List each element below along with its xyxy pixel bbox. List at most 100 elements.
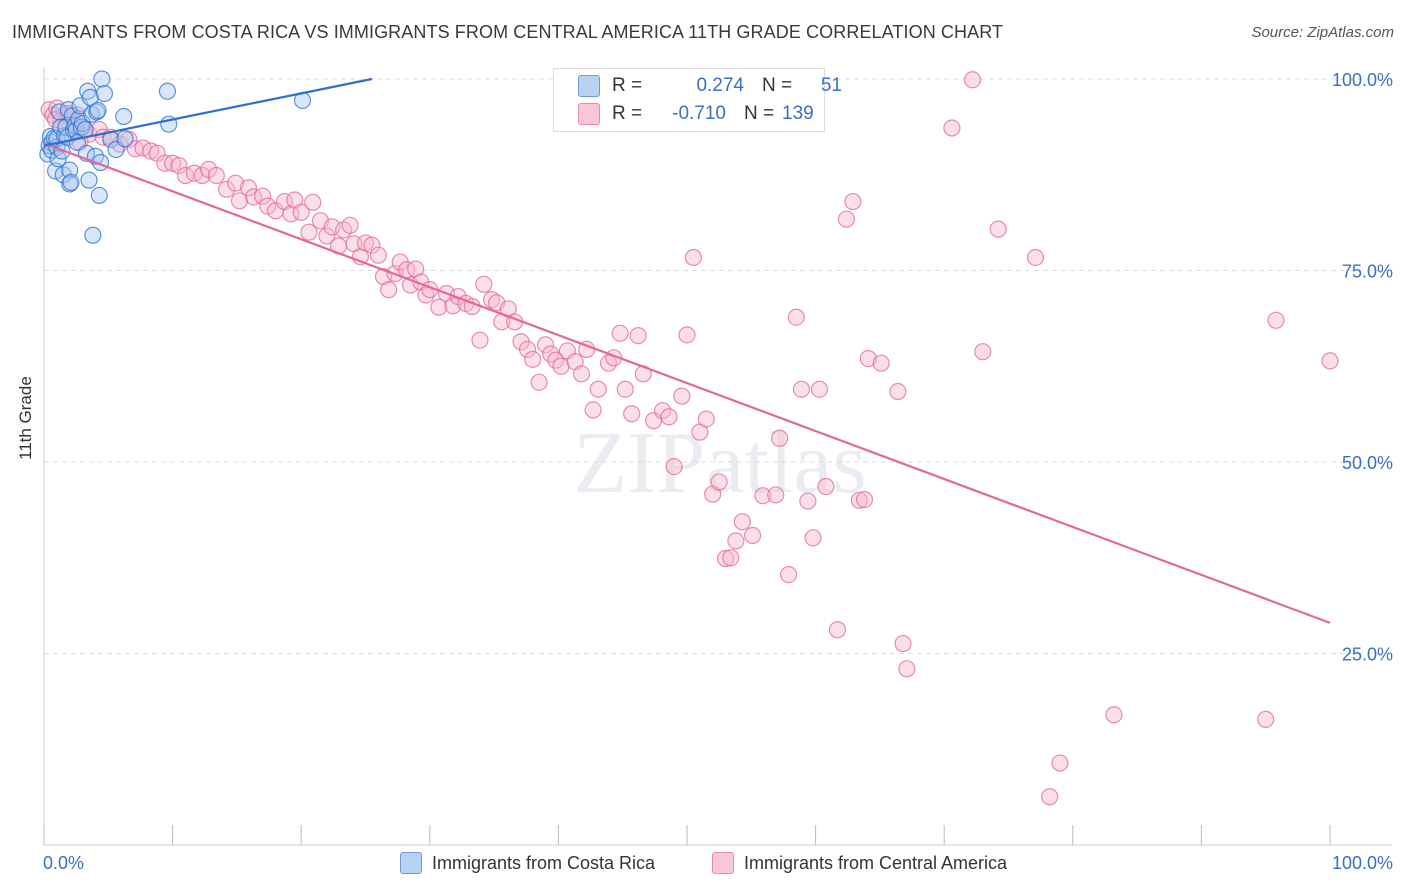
data-point	[974, 343, 992, 361]
trend-line-costa-rica	[43, 77, 373, 147]
data-point	[444, 297, 462, 315]
legend-row-central-america: R = -0.710 N = 139	[578, 101, 814, 127]
data-point	[787, 308, 805, 326]
data-point	[804, 529, 822, 547]
data-point	[660, 408, 678, 426]
legend-swatch-pink	[578, 103, 600, 125]
data-point	[524, 350, 542, 368]
data-point	[1257, 710, 1275, 728]
series-legend: Immigrants from Costa Rica Immigrants fr…	[0, 852, 1406, 878]
y-tick-label: 50.0%	[1342, 453, 1393, 473]
y-axis-label: 11th Grade	[16, 376, 35, 460]
data-point	[363, 236, 381, 254]
data-point	[207, 166, 225, 185]
data-point	[1051, 754, 1069, 772]
legend-swatch-pink	[712, 852, 734, 874]
r-value: 0.274	[696, 75, 744, 96]
data-point	[115, 107, 133, 126]
data-point	[61, 161, 79, 179]
correlation-legend: R = 0.274 N = 51 R = -0.710 N = 139	[553, 68, 842, 132]
data-point	[230, 192, 249, 210]
r-value: -0.710	[672, 103, 726, 124]
data-point	[300, 223, 318, 241]
data-point	[697, 410, 715, 428]
r-label: R =	[612, 75, 643, 96]
data-point	[894, 634, 912, 653]
r-label: R =	[612, 103, 643, 124]
n-label: N =	[744, 103, 775, 124]
data-point	[95, 84, 114, 103]
data-point	[733, 513, 751, 531]
y-tick-label: 100.0%	[1332, 70, 1393, 90]
data-point	[475, 275, 493, 293]
legend-item-central-america: Immigrants from Central America	[712, 852, 1007, 874]
data-point	[552, 357, 570, 375]
data-point	[810, 380, 829, 398]
data-point	[943, 119, 961, 137]
y-tick-label: 75.0%	[1342, 262, 1393, 282]
data-point	[254, 187, 272, 205]
data-point	[304, 193, 322, 211]
data-point	[482, 291, 501, 309]
x-tick-label: 0.0%	[43, 853, 84, 873]
data-point	[1267, 311, 1285, 329]
data-point	[584, 401, 602, 419]
data-point	[743, 526, 762, 545]
data-point	[589, 380, 607, 398]
data-point	[80, 171, 98, 189]
data-point	[572, 365, 591, 383]
data-point	[855, 490, 874, 509]
data-point	[158, 82, 177, 100]
data-point	[859, 349, 877, 368]
data-point	[341, 216, 359, 234]
data-point	[218, 180, 236, 198]
data-point	[407, 260, 425, 278]
data-point	[623, 405, 641, 423]
n-value: 139	[782, 103, 814, 124]
data-point	[292, 203, 310, 221]
data-point	[727, 532, 745, 550]
trend-lines	[43, 77, 1331, 624]
data-point	[898, 660, 916, 678]
data-point	[93, 70, 111, 88]
gridlines	[44, 78, 1392, 654]
data-point	[629, 327, 647, 345]
data-point	[616, 380, 634, 398]
data-point	[536, 336, 555, 354]
legend-item-costa-rica: Immigrants from Costa Rica	[400, 852, 655, 874]
data-point	[471, 331, 489, 349]
n-label: N =	[762, 75, 793, 96]
legend-label-central-america: Immigrants from Central America	[744, 852, 1008, 873]
data-point	[716, 549, 735, 568]
data-point	[989, 220, 1007, 238]
data-point	[770, 429, 789, 447]
source-label: Source: ZipAtlas.com	[1251, 24, 1394, 41]
legend-row-costa-rica: R = 0.274 N = 51	[578, 73, 842, 99]
data-point	[1041, 788, 1059, 806]
tick-labels: 25.0% 50.0% 75.0% 100.0% 0.0% 100.0%	[43, 70, 1393, 873]
data-point	[684, 248, 703, 267]
data-point	[380, 281, 398, 299]
data-point	[116, 130, 134, 148]
data-point	[710, 473, 728, 491]
data-point	[837, 210, 856, 228]
chart-title: IMMIGRANTS FROM COSTA RICA VS IMMIGRANTS…	[12, 22, 1004, 42]
data-point	[239, 179, 258, 197]
data-point	[90, 186, 108, 205]
data-point	[518, 340, 537, 358]
data-point	[530, 373, 548, 391]
data-point	[673, 387, 691, 405]
data-point	[754, 487, 772, 505]
data-point	[792, 380, 811, 398]
y-tick-label: 25.0%	[1342, 645, 1393, 665]
legend-label-costa-rica: Immigrants from Costa Rica	[432, 852, 656, 873]
data-point	[611, 324, 629, 342]
data-point	[872, 354, 890, 372]
data-point	[193, 166, 211, 185]
data-point	[799, 492, 817, 510]
data-point	[430, 298, 448, 316]
data-point	[89, 101, 107, 120]
data-point	[844, 192, 862, 211]
data-point	[245, 188, 263, 206]
